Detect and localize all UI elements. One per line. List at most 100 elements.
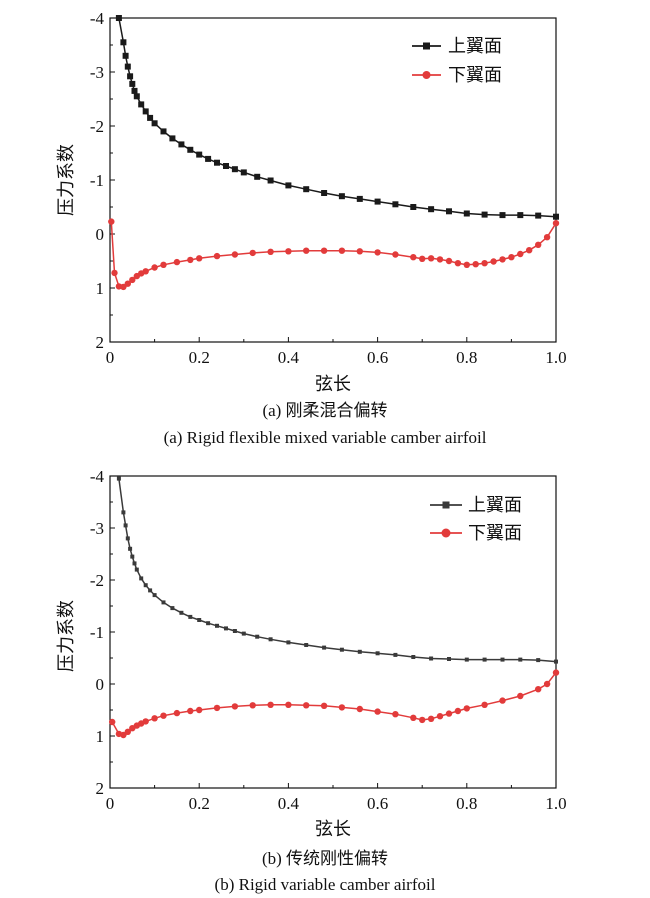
upper-surface-point (224, 626, 228, 631)
lower-surface-point (124, 728, 131, 735)
lower-surface-point (213, 252, 221, 260)
upper-surface-point (122, 52, 129, 59)
upper-surface-point (215, 623, 219, 628)
lower-surface-point (374, 708, 381, 715)
lower-surface-point (463, 705, 470, 712)
y-tick-label: 1 (96, 727, 105, 746)
upper-surface-point (170, 606, 175, 611)
upper-surface-point (410, 204, 417, 210)
lower-surface-point (517, 692, 524, 700)
upper-surface-point (133, 93, 140, 100)
upper-surface-point (152, 593, 157, 598)
upper-surface-point (169, 135, 176, 142)
x-tick-label: 0.2 (189, 348, 210, 367)
upper-surface-point (339, 647, 344, 652)
upper-surface-point (129, 80, 136, 87)
legend-marker-lower-surface (422, 71, 431, 79)
y-tick-label: 1 (96, 279, 105, 298)
x-tick-label: 0.4 (278, 794, 300, 813)
upper-surface-point (393, 652, 398, 657)
upper-surface-point (464, 657, 469, 662)
x-tick-label: 0.6 (367, 794, 388, 813)
upper-surface-point (322, 645, 327, 650)
lower-surface-point (196, 706, 203, 714)
x-tick-label: 1.0 (545, 794, 566, 813)
upper-surface-point (232, 629, 237, 633)
x-tick-label: 0.4 (278, 348, 300, 367)
lower-surface-point (410, 714, 417, 721)
upper-surface-point (143, 583, 148, 588)
upper-surface-point (267, 177, 274, 184)
y-tick-label: -3 (90, 519, 104, 538)
upper-surface-point (187, 146, 194, 153)
caption-chinese: (a) 刚柔混合偏转 (262, 401, 387, 420)
legend-marker-upper-surface (442, 501, 450, 509)
lower-surface-point (231, 703, 239, 710)
upper-surface-point (285, 182, 292, 189)
lower-surface-point (151, 715, 158, 722)
y-tick-label: -2 (90, 117, 104, 136)
lower-surface-point (173, 258, 181, 266)
lower-surface-point (419, 255, 426, 262)
lower-surface-point (535, 686, 542, 693)
upper-surface-point (374, 198, 381, 205)
lower-surface-point (151, 264, 158, 271)
y-axis-label: 压力系数 (56, 600, 76, 672)
lower-surface-point (436, 256, 444, 263)
x-tick-label: 0.6 (367, 348, 388, 367)
upper-surface-point (286, 640, 291, 645)
lower-surface-point (338, 704, 346, 711)
upper-surface-point (411, 655, 416, 659)
upper-surface-point (120, 39, 127, 46)
lower-surface-point (392, 711, 399, 718)
lower-surface-point (543, 680, 551, 688)
y-tick-label: 0 (96, 675, 105, 694)
lower-surface-point (427, 715, 435, 722)
lower-surface-point (356, 705, 363, 713)
upper-surface-point (357, 649, 362, 654)
upper-surface-point (138, 101, 145, 108)
upper-surface-point (116, 476, 121, 481)
upper-surface-point (139, 576, 144, 581)
y-tick-label: 0 (96, 225, 105, 244)
upper-surface-point (240, 169, 247, 176)
upper-surface-point (536, 658, 541, 663)
upper-surface-point (125, 536, 130, 541)
legend-label-upper-surface: 上翼面 (468, 495, 522, 515)
lower-surface-point (517, 250, 524, 258)
lower-surface-point (120, 731, 127, 739)
upper-surface-point (428, 206, 435, 213)
lower-surface-point (445, 257, 453, 265)
upper-surface-point (196, 151, 203, 158)
upper-surface-point (499, 212, 506, 219)
upper-surface-point (134, 567, 139, 572)
legend-label-upper-surface: 上翼面 (448, 36, 502, 56)
upper-surface-point (241, 631, 246, 636)
plot-area: 0 0.2 0.4 0.6 0.8 1.0 -4 -3 -2 -1 0 1 2 (90, 467, 567, 813)
x-axis-label: 弦长 (315, 819, 351, 839)
upper-surface-point (553, 213, 559, 220)
y-tick-label: -4 (90, 467, 105, 486)
lower-surface-point (196, 255, 203, 262)
lower-surface-point (445, 710, 453, 717)
lower-surface-point (490, 258, 497, 265)
lower-surface-point (481, 701, 488, 708)
upper-surface-point (142, 108, 149, 115)
lower-surface-point (231, 251, 239, 258)
upper-surface-point (160, 128, 167, 135)
upper-surface-point (148, 588, 153, 593)
upper-surface-point (206, 621, 211, 626)
x-axis-label: 弦长 (315, 374, 351, 394)
y-tick-label: 2 (96, 333, 105, 352)
legend-label-lower-surface: 下翼面 (468, 523, 522, 543)
upper-surface-point (321, 190, 328, 196)
lower-surface-point (454, 260, 462, 267)
lower-surface-point (173, 709, 181, 717)
lower-surface-point (303, 247, 310, 254)
upper-surface-point (161, 600, 166, 605)
upper-surface-point (127, 73, 134, 80)
